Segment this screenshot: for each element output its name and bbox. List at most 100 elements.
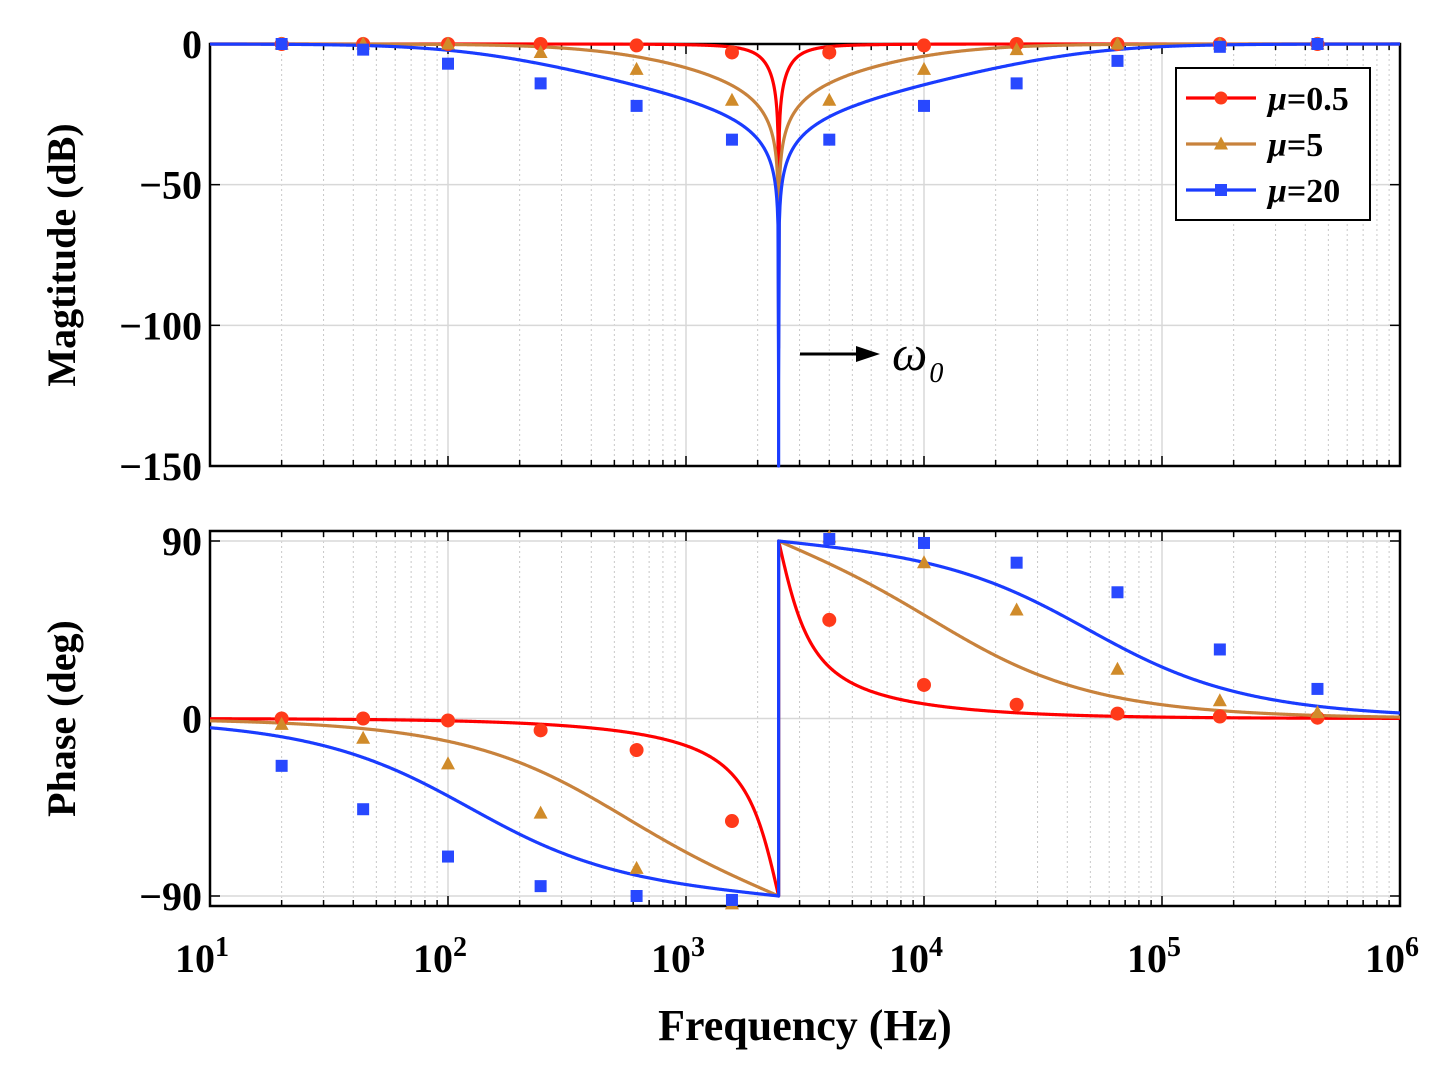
data-point-magnitude — [441, 36, 455, 50]
y-tick-label: −150 — [119, 444, 202, 489]
data-point-magnitude — [629, 38, 644, 53]
data-point-phase — [1010, 556, 1023, 569]
data-point-magnitude — [1010, 77, 1023, 90]
x-tick-exponent: 2 — [453, 932, 467, 963]
legend-mu-value: =20 — [1287, 173, 1340, 210]
data-point-magnitude — [442, 57, 454, 70]
y-tick-label: −100 — [119, 303, 202, 348]
data-point-phase — [918, 536, 930, 549]
y-tick-label: 0 — [182, 697, 202, 742]
axis-labels: 0 −50 −100 −150 Magtitude (dB) 90 0 −90 Phase (d… — [39, 22, 1419, 1050]
data-point-phase — [629, 743, 644, 758]
data-point-magnitude — [1009, 42, 1024, 56]
data-point-phase — [917, 677, 931, 692]
data-point-magnitude — [725, 133, 738, 146]
data-point-phase — [356, 711, 371, 726]
series-markers — [274, 36, 1325, 910]
data-point-magnitude — [630, 99, 643, 112]
x-tick-label: 102 — [413, 932, 467, 981]
data-point-phase — [1009, 602, 1024, 616]
x-tick-exponent: 6 — [1405, 932, 1419, 963]
data-point-magnitude — [724, 45, 739, 60]
data-point-magnitude — [1311, 38, 1324, 50]
legend-marker — [1214, 91, 1228, 105]
data-point-phase — [441, 756, 455, 770]
data-point-phase — [441, 713, 455, 728]
omega-zero-subscript: 0 — [929, 358, 943, 389]
data-point-phase — [1111, 586, 1124, 599]
x-axis-label: Frequency (Hz) — [658, 1001, 952, 1050]
data-point-phase — [1311, 682, 1324, 695]
data-point-magnitude — [629, 61, 644, 75]
magnitude-axes-frame — [208, 42, 1402, 468]
data-point-magnitude — [918, 99, 930, 112]
y-tick-label: −90 — [139, 874, 202, 919]
data-point-phase — [823, 533, 836, 546]
legend-mu-value: =5 — [1287, 127, 1323, 164]
data-point-phase — [1310, 705, 1325, 719]
phase-y-axis-label: Phase (deg) — [39, 620, 84, 817]
legend-marker — [1215, 184, 1227, 196]
data-point-phase — [1213, 643, 1226, 656]
x-tick-label: 106 — [1365, 932, 1419, 981]
data-point-phase — [629, 860, 644, 874]
data-point-phase — [442, 850, 454, 863]
data-point-phase — [533, 723, 548, 738]
series-line-phase-mu-20 — [209, 539, 1401, 898]
x-tick-exponent: 1 — [215, 932, 229, 963]
data-point-phase — [356, 730, 371, 744]
legend-mu-symbol: μ — [1266, 127, 1287, 164]
legend-mu-symbol: μ — [1266, 173, 1287, 210]
legend-label: μ=5 — [1266, 127, 1323, 164]
data-point-phase — [1110, 706, 1125, 721]
data-point-magnitude — [275, 38, 288, 50]
y-tick-label: 90 — [162, 519, 202, 564]
data-point-magnitude — [534, 77, 547, 90]
omega-zero-annotation: ω0 — [892, 325, 943, 389]
x-tick-exponent: 3 — [691, 932, 705, 963]
data-point-phase — [822, 612, 837, 627]
data-point-magnitude — [917, 38, 931, 53]
data-point-phase — [630, 890, 643, 902]
series-lines — [209, 42, 1401, 898]
data-point-phase — [357, 803, 370, 816]
data-point-magnitude — [1213, 40, 1226, 53]
data-point-magnitude — [1111, 54, 1124, 67]
magnitude-y-axis-label: Magtitude (dB) — [39, 123, 84, 386]
data-point-phase — [1212, 693, 1227, 707]
data-point-magnitude — [1110, 36, 1125, 50]
data-point-phase — [1110, 661, 1125, 675]
legend-mu-symbol: μ — [1266, 81, 1287, 118]
data-point-magnitude — [724, 92, 739, 106]
data-point-phase — [275, 759, 288, 772]
x-tick-label: 105 — [1127, 932, 1181, 981]
data-point-phase — [724, 814, 739, 829]
data-point-phase — [725, 893, 738, 906]
data-point-magnitude — [533, 44, 548, 58]
x-tick-exponent: 4 — [929, 932, 943, 963]
data-point-magnitude — [357, 43, 370, 56]
data-point-magnitude — [917, 61, 931, 75]
data-point-phase — [534, 880, 547, 893]
annotation-arrowhead — [856, 346, 880, 362]
x-tick-exponent: 5 — [1167, 932, 1181, 963]
data-point-magnitude — [822, 92, 837, 106]
data-point-phase — [533, 805, 548, 819]
data-point-phase — [274, 716, 289, 730]
legend-label: μ=0.5 — [1266, 81, 1349, 118]
legend-marker — [1214, 136, 1228, 150]
legend-mu-value: =0.5 — [1287, 81, 1349, 118]
series-line-magnitude-mu-20 — [209, 42, 1401, 468]
x-tick-label: 103 — [651, 932, 705, 981]
data-point-magnitude — [823, 133, 836, 146]
x-tick-label: 101 — [175, 932, 229, 981]
y-tick-label: 0 — [182, 22, 202, 67]
data-point-phase — [1009, 697, 1024, 712]
x-tick-label: 104 — [889, 932, 943, 981]
data-point-magnitude — [822, 45, 837, 60]
legend-label: μ=20 — [1266, 173, 1340, 210]
legend: μ=0.5μ=5μ=20 — [1175, 67, 1371, 221]
y-tick-label: −50 — [139, 163, 202, 208]
